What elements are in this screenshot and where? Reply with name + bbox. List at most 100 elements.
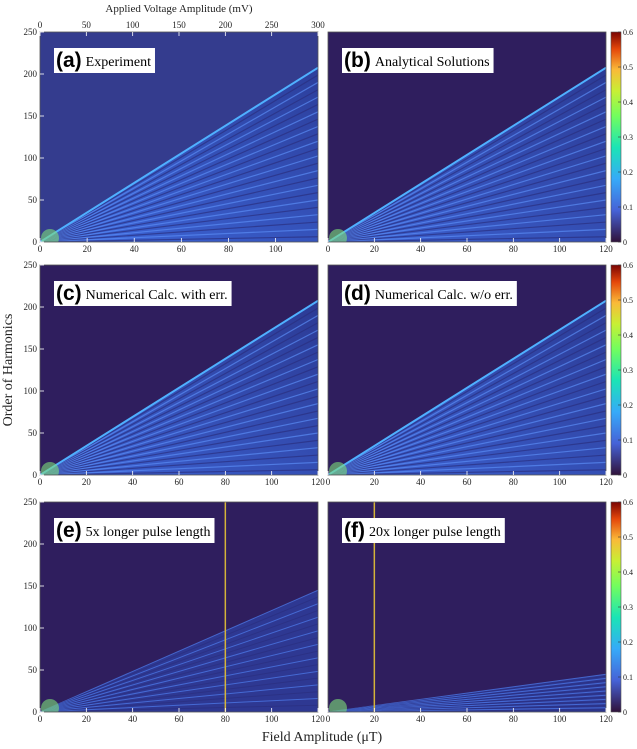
harmonic-line [328, 192, 606, 242]
panel-letter: (b) [344, 49, 371, 72]
label-box [342, 48, 494, 73]
colorbar-tick-label: 0.4 [623, 98, 633, 107]
panel-title: Experiment [86, 55, 151, 70]
x-tick-label: 60 [177, 244, 187, 254]
y-tick-label: 0 [33, 237, 38, 247]
x2-axis-label: Applied Voltage Amplitude (mV) [105, 3, 252, 15]
panel-title: 20x longer pulse length [369, 525, 501, 540]
origin-glow [41, 462, 59, 475]
y-axis-label: Order of Harmonics [1, 314, 16, 427]
x-tick-label: 20 [82, 477, 92, 487]
panel-label: (d) Numerical Calc. w/o err. [344, 282, 513, 305]
x-tick-label: 120 [311, 714, 325, 724]
y-tick-label: 250 [24, 27, 38, 37]
panel-title: 5x longer pulse length [86, 525, 211, 540]
harmonic-line [328, 162, 606, 242]
harmonic-line [40, 403, 318, 475]
harmonic-line [328, 89, 606, 242]
harmonic-line [328, 177, 606, 242]
panel-letter: (c) [56, 282, 82, 305]
harmonic-line [40, 336, 318, 475]
harmonic-edge [328, 66, 606, 242]
harmonic-line [40, 184, 318, 242]
harmonic-line [328, 395, 606, 475]
x2-tick-label: 250 [265, 20, 279, 30]
label-box [54, 48, 155, 73]
y-tick-label: 250 [24, 260, 38, 270]
harmonic-line [328, 417, 606, 475]
colorbar-tick-label: 0.1 [623, 436, 633, 445]
colorbar-tick-label: 0 [623, 708, 627, 717]
x-tick-label: 100 [553, 714, 567, 724]
harmonic-line [40, 111, 318, 242]
harmonic-line [40, 140, 318, 242]
harmonic-line [328, 184, 606, 242]
x-tick-label: 120 [311, 477, 325, 487]
harmonic-edge [328, 299, 606, 475]
harmonic-line [40, 395, 318, 475]
harmonic-line [328, 388, 606, 475]
harmonic-line [328, 140, 606, 242]
harmonic-line [40, 366, 318, 475]
harmonic-line [40, 373, 318, 475]
panel-letter: (e) [56, 519, 82, 542]
panel-label: (e) 5x longer pulse length [56, 519, 210, 542]
harmonic-line [328, 103, 606, 242]
origin-glow [329, 462, 347, 475]
y-tick-label: 200 [24, 539, 38, 549]
harmonic-line [40, 439, 318, 475]
harmonic-line [40, 96, 318, 242]
harmonic-line [328, 344, 606, 475]
harmonic-line [40, 447, 318, 475]
harmonic-line [40, 677, 318, 712]
harmonic-line [40, 147, 318, 242]
harmonic-line [328, 351, 606, 475]
x-tick-label: 40 [416, 477, 426, 487]
x-tick-label: 80 [221, 477, 231, 487]
panel-label: (a) Experiment [56, 49, 151, 72]
y-tick-label: 50 [28, 195, 38, 205]
x2-tick-label: 300 [311, 20, 325, 30]
panel-label: (c) Numerical Calc. with err. [56, 282, 228, 305]
harmonic-line [40, 206, 318, 242]
y-tick-label: 0 [33, 707, 38, 717]
harmonic-line [40, 623, 318, 712]
x-tick-label: 100 [265, 477, 279, 487]
x-tick-label: 0 [326, 477, 331, 487]
harmonic-edge [40, 66, 318, 242]
harmonic-line [40, 417, 318, 475]
x-tick-label: 100 [265, 714, 279, 724]
colorbar-tick-label: 0 [623, 471, 627, 480]
x-tick-label: 120 [599, 477, 613, 487]
harmonic-line [328, 366, 606, 475]
harmonic-line [328, 147, 606, 242]
harmonic-line [328, 81, 606, 242]
label-box [54, 518, 215, 543]
colorbar-tick-label: 0.3 [623, 133, 633, 142]
harmonic-line [40, 616, 318, 712]
harmonic-line [40, 630, 318, 712]
panel-label: (f) 20x longer pulse length [344, 519, 501, 542]
harmonic-line [328, 403, 606, 475]
harmonic-line [40, 170, 318, 242]
x-tick-label: 120 [599, 714, 613, 724]
x-tick-label: 60 [175, 477, 185, 487]
colorbar-tick-label: 0.6 [623, 498, 633, 507]
panel-letter: (d) [344, 282, 371, 305]
x2-tick-label: 100 [126, 20, 140, 30]
harmonic-line [328, 206, 606, 242]
harmonic-line [40, 192, 318, 242]
harmonic-line [328, 322, 606, 475]
harmonic-line [40, 380, 318, 475]
colorbar-tick-label: 0.1 [623, 673, 633, 682]
panel-label: (b) Analytical Solutions [344, 49, 490, 72]
colorbar-tick-label: 0.3 [623, 366, 633, 375]
harmonic-line [328, 432, 606, 475]
colorbar-tick-label: 0 [623, 238, 627, 247]
harmonic-line [40, 307, 318, 475]
x-axis-label: Field Amplitude (μT) [262, 730, 383, 745]
harmonic-line [40, 643, 318, 712]
panel-letter: (f) [344, 519, 365, 542]
colorbar-tick-label: 0.5 [623, 63, 633, 72]
